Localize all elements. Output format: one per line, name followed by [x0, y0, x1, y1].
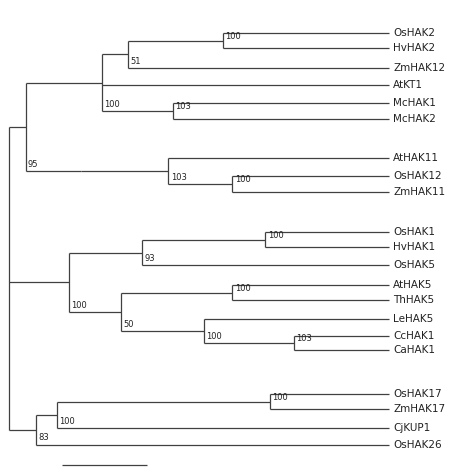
Text: OsHAK26: OsHAK26	[393, 439, 442, 450]
Text: 100: 100	[104, 100, 120, 109]
Text: 100: 100	[71, 301, 87, 310]
Text: 95: 95	[27, 160, 38, 169]
Text: ThHAK5: ThHAK5	[393, 295, 435, 305]
Text: 100: 100	[59, 417, 75, 426]
Text: 93: 93	[145, 254, 155, 263]
Text: 103: 103	[296, 334, 312, 343]
Text: 100: 100	[268, 231, 283, 240]
Text: OsHAK12: OsHAK12	[393, 171, 442, 182]
Text: CjKUP1: CjKUP1	[393, 423, 431, 434]
Text: 103: 103	[171, 173, 186, 182]
Text: OsHAK1: OsHAK1	[393, 227, 436, 237]
Text: AtHAK5: AtHAK5	[393, 280, 433, 291]
Text: AtKT1: AtKT1	[393, 80, 423, 91]
Text: CcHAK1: CcHAK1	[393, 331, 435, 341]
Text: ZmHAK12: ZmHAK12	[393, 63, 446, 73]
Text: HvHAK2: HvHAK2	[393, 43, 436, 53]
Text: AtHAK11: AtHAK11	[393, 153, 439, 163]
Text: 100: 100	[235, 175, 250, 184]
Text: 100: 100	[206, 332, 222, 341]
Text: OsHAK17: OsHAK17	[393, 389, 442, 400]
Text: OsHAK5: OsHAK5	[393, 260, 436, 271]
Text: McHAK1: McHAK1	[393, 98, 436, 109]
Text: 50: 50	[123, 320, 134, 329]
Text: ZmHAK11: ZmHAK11	[393, 187, 446, 197]
Text: 100: 100	[235, 284, 250, 292]
Text: 100: 100	[225, 32, 241, 40]
Text: 51: 51	[130, 57, 141, 66]
Text: CaHAK1: CaHAK1	[393, 345, 436, 356]
Text: LeHAK5: LeHAK5	[393, 314, 434, 325]
Text: ZmHAK17: ZmHAK17	[393, 404, 446, 414]
Text: 100: 100	[273, 393, 288, 402]
Text: OsHAK2: OsHAK2	[393, 28, 436, 38]
Text: McHAK2: McHAK2	[393, 113, 436, 124]
Text: HvHAK1: HvHAK1	[393, 242, 436, 252]
Text: 83: 83	[38, 433, 49, 442]
Text: 103: 103	[175, 102, 191, 111]
